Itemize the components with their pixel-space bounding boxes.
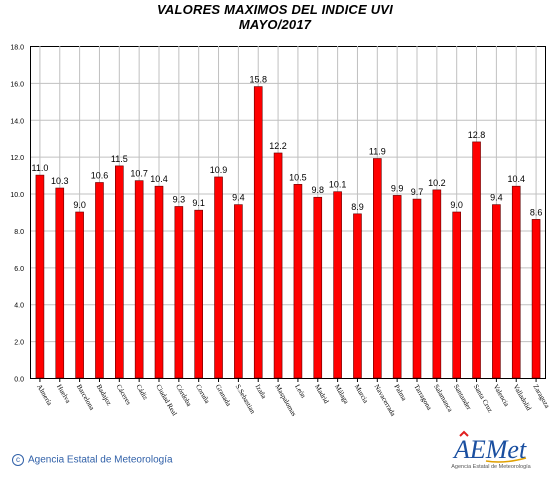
x-tick-label: Madrid [313, 383, 330, 405]
data-label: 8.6 [530, 207, 543, 217]
x-tick-label: Almería [35, 383, 54, 408]
y-tick-label: 10.0 [10, 192, 24, 199]
aemet-logo-text: AEMet [452, 435, 527, 464]
bar [214, 176, 223, 379]
data-label: 10.2 [428, 178, 446, 188]
y-tick-label: 14.0 [10, 118, 24, 125]
y-tick-label: 4.0 [14, 303, 24, 310]
logo-swoosh-icon [485, 457, 527, 463]
x-tick-label: Cáceres [115, 383, 133, 406]
bar [115, 165, 124, 379]
bar [253, 86, 263, 379]
bar [75, 211, 84, 379]
data-label: 9.1 [192, 198, 205, 208]
bar [353, 213, 362, 379]
bar [95, 182, 104, 379]
bar [313, 196, 323, 379]
data-label: 10.4 [150, 174, 168, 184]
aemet-logo-mark: AEMet [452, 430, 527, 464]
data-label: 15.8 [249, 75, 267, 85]
data-label: 9.9 [391, 183, 404, 193]
x-tick-label: Murcia [353, 383, 370, 405]
y-tick-label: 16.0 [10, 81, 24, 88]
bar [392, 195, 402, 379]
bar [194, 209, 203, 379]
data-label: 10.9 [210, 165, 228, 175]
bar [234, 204, 243, 379]
bar [55, 187, 65, 379]
bar [531, 219, 541, 379]
data-label: 10.3 [51, 176, 69, 186]
bar [492, 204, 501, 379]
data-label: 9.8 [312, 185, 325, 195]
logo-flame-icon [459, 430, 469, 437]
data-label: 9.0 [450, 200, 463, 210]
bar [293, 184, 303, 379]
x-tick-label: Cádiz [134, 383, 149, 401]
bar [452, 211, 461, 379]
aemet-logo: AEMet Agencia Estatal de Meteorología [446, 430, 536, 474]
bar [472, 141, 481, 379]
uvi-bar-chart: 0.0 2.0 4.0 6.0 8.0 10.0 12.0 14.0 16.0 18.0 11.0 A… [10, 45, 550, 419]
aemet-logo-subtext: Agencia Estatal de Meteorología [451, 464, 531, 470]
y-tick-label: 0.0 [14, 377, 24, 384]
bar [154, 185, 164, 379]
bar [273, 152, 283, 379]
x-tick-label: Izaña [253, 383, 268, 401]
data-label: 10.1 [329, 180, 347, 190]
data-label: 9.7 [411, 187, 424, 197]
bar [35, 174, 45, 379]
x-tick-label: León [293, 383, 307, 400]
data-label: 10.7 [130, 169, 148, 179]
y-tick-label: 2.0 [14, 340, 24, 347]
data-label: 9.3 [173, 194, 186, 204]
data-label: 9.4 [490, 193, 503, 203]
data-label: 10.4 [507, 174, 525, 184]
data-label: 8.9 [351, 202, 364, 212]
chart-title: VALORES MAXIMOS DEL INDICE UVI [157, 2, 393, 17]
y-tick-label: 6.0 [14, 266, 24, 273]
data-label: 10.6 [91, 170, 109, 180]
bar [174, 206, 184, 379]
y-tick-label: 12.0 [10, 155, 24, 162]
x-tick-label: Córdoba [174, 383, 193, 409]
x-tick-label: Valladolid [511, 383, 533, 412]
x-tick-label: Santander [452, 383, 473, 412]
x-tick-label: Málaga [333, 383, 351, 406]
x-tick-label: Palma [392, 383, 408, 403]
bar [134, 180, 144, 379]
x-tick-label: Badajoz [95, 383, 113, 407]
x-tick-label: Coruña [194, 383, 212, 406]
x-tick-label: Salamanca [432, 383, 455, 414]
x-tick-label: Huelva [55, 383, 72, 405]
bar [432, 189, 442, 379]
x-tick-label: S.Sebastian [234, 383, 257, 416]
x-tick-label: Valencia [492, 383, 511, 409]
x-tick-label: Zaragoza [531, 383, 550, 410]
data-label: 9.4 [232, 193, 245, 203]
bar [511, 185, 521, 379]
data-label: 12.2 [269, 141, 287, 151]
data-label: 9.0 [73, 200, 86, 210]
x-tick-label: Barcelona [75, 383, 97, 412]
x-tick-label: Granada [214, 383, 233, 408]
copyright-icon: c [12, 454, 24, 466]
data-label: 12.8 [468, 130, 486, 140]
data-label: 11.5 [111, 154, 128, 164]
x-tick-label: Santa Cruz [472, 383, 494, 414]
data-label: 11.9 [369, 147, 386, 157]
bar [333, 191, 342, 379]
chart-subtitle: MAYO/2017 [238, 17, 312, 32]
bar [373, 158, 382, 379]
data-label: 11.0 [31, 163, 48, 173]
bar [412, 198, 422, 379]
credit-text: Agencia Estatal de Meteorología [28, 454, 173, 466]
x-tick-label: Tarragona [412, 383, 434, 412]
data-label: 10.5 [289, 172, 307, 182]
copyright-credit: c Agencia Estatal de Meteorología [12, 454, 173, 466]
plot-frame [30, 46, 546, 379]
y-tick-label: 8.0 [14, 229, 24, 236]
y-tick-label: 18.0 [10, 45, 24, 52]
